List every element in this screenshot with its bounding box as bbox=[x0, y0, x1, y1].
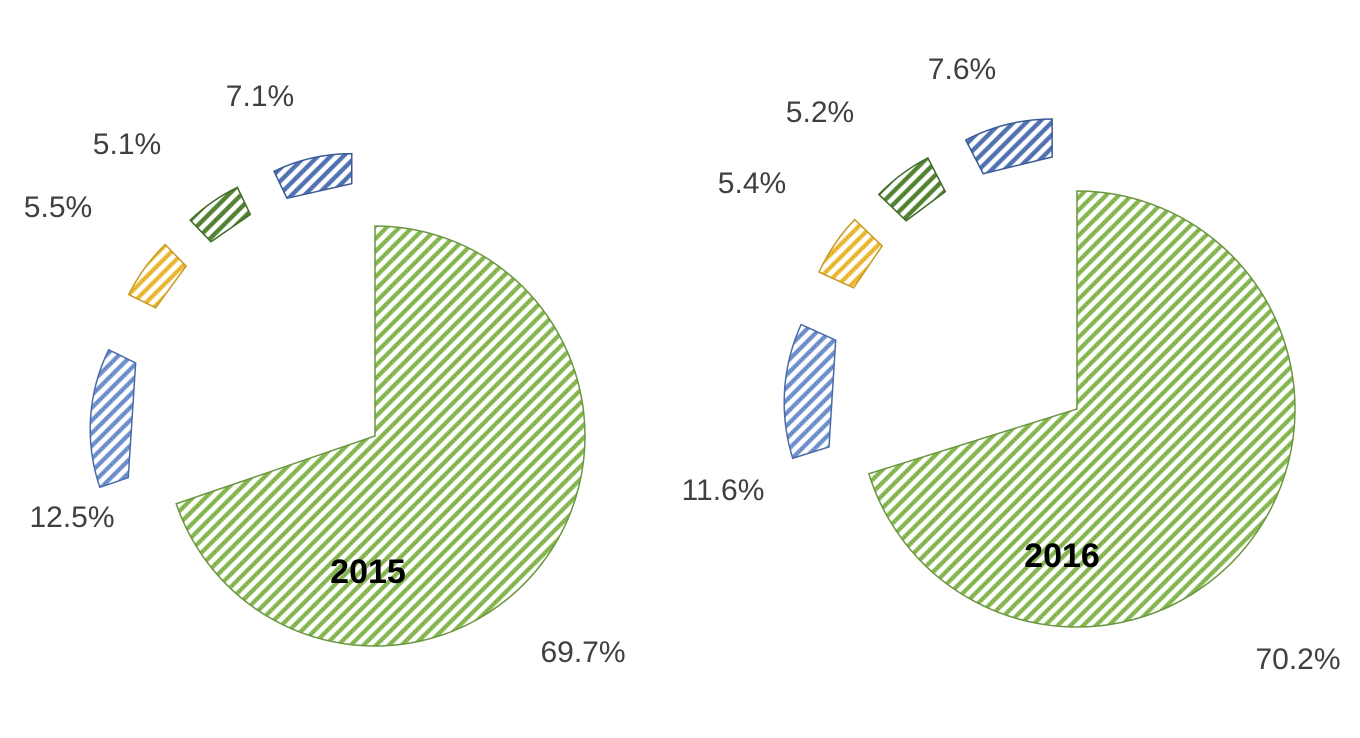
pie-slice-1 bbox=[89, 348, 137, 489]
pie-slice-4 bbox=[964, 118, 1053, 175]
slice-data-label: 5.4% bbox=[718, 167, 786, 200]
pie-slice-2 bbox=[127, 243, 188, 309]
pie-slice-4 bbox=[273, 152, 353, 200]
pie-slice-3 bbox=[877, 156, 947, 222]
slice-data-label: 69.7% bbox=[540, 636, 625, 669]
pie-slice-0 bbox=[175, 225, 586, 647]
slice-data-label: 5.1% bbox=[93, 128, 161, 161]
slice-data-label: 12.5% bbox=[29, 501, 114, 534]
slice-data-label: 11.6% bbox=[682, 474, 765, 507]
slice-data-label: 5.2% bbox=[786, 96, 854, 129]
pie-slice-2 bbox=[818, 218, 884, 289]
slice-data-label: 70.2% bbox=[1255, 643, 1340, 676]
slice-data-label: 7.1% bbox=[226, 80, 294, 113]
chart-title: 2015 bbox=[330, 553, 406, 591]
pie-slice-0 bbox=[867, 190, 1296, 628]
pie-slice-3 bbox=[189, 186, 252, 243]
pie-chart-2015: 69.7% 12.5% 5.5%5.1% 7.1% 2015 bbox=[24, 80, 626, 669]
slice-data-label: 5.5% bbox=[24, 191, 92, 224]
pie-slice-1 bbox=[783, 323, 837, 460]
pie-chart-2016: 70.2% 11.6% 5.4% 5.2% 7.6% 2016 bbox=[682, 53, 1341, 676]
chart-title: 2016 bbox=[1024, 537, 1100, 575]
slice-data-label: 7.6% bbox=[928, 53, 996, 86]
